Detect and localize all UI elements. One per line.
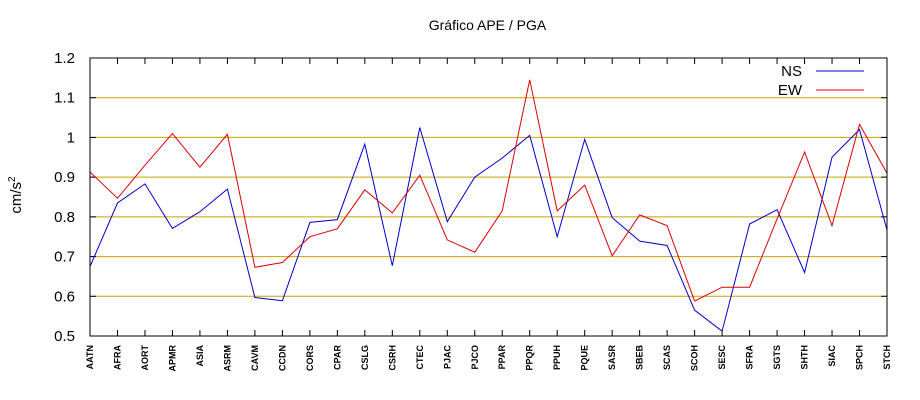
x-tick-label: SGTS — [772, 345, 782, 370]
x-tick-label: SPCH — [855, 345, 865, 370]
x-tick-label: SBEB — [635, 345, 645, 371]
x-tick-label: ASRM — [222, 345, 232, 372]
x-tick-label: AORT — [140, 345, 150, 371]
x-tick-label: CCDN — [277, 345, 287, 371]
series-line-ew — [89, 79, 888, 302]
series-lines — [89, 79, 888, 333]
legend-label: NS — [781, 63, 802, 80]
y-tick-label: 0.8 — [54, 209, 75, 226]
x-tick-label: STCH — [882, 345, 892, 370]
series-line-ns — [89, 127, 888, 333]
y-axis-ticks: 0.5 0.6 0.7 0.8 0.9 1 1.1 1.2 — [54, 50, 887, 345]
x-tick-label: PJCO — [470, 345, 480, 370]
x-tick-label: PJAC — [442, 345, 452, 370]
y-tick-label: 0.9 — [54, 169, 75, 186]
x-tick-label: CTEC — [415, 345, 425, 370]
x-tick-label: CORS — [305, 345, 315, 371]
y-tick-label: 0.6 — [54, 288, 75, 305]
grid-lines — [90, 97, 887, 297]
x-tick-label: CSRH — [387, 345, 397, 371]
x-tick-label: PPAR — [497, 345, 507, 370]
y-tick-label: 1.1 — [54, 90, 75, 107]
y-tick-label: 0.7 — [54, 249, 75, 266]
x-tick-label: CPAR — [332, 345, 342, 370]
x-axis-ticks: AATN AFRA AORT APMR ASIA ASRM CAVM CCDN CORS CPAR… — [85, 58, 892, 372]
x-tick-label: SFRA — [745, 345, 755, 370]
x-tick-label: APMR — [167, 345, 177, 372]
x-tick-label: CSLG — [360, 345, 370, 370]
x-tick-label: SCAS — [662, 345, 672, 370]
x-tick-label: ASIA — [195, 345, 205, 367]
y-tick-label: 1.2 — [54, 50, 75, 67]
plot-frame — [89, 57, 888, 337]
x-tick-label: AATN — [85, 345, 95, 369]
x-tick-label: SCOH — [690, 345, 700, 371]
x-tick-label: AFRA — [112, 345, 122, 370]
y-tick-label: 0.5 — [54, 328, 75, 345]
y-tick-label: 1 — [67, 129, 75, 146]
legend: NS EW — [778, 63, 864, 99]
legend-label: EW — [778, 82, 803, 99]
x-tick-label: SASR — [607, 345, 617, 371]
x-tick-label: CAVM — [250, 345, 260, 371]
chart-title: Gráfico APE / PGA — [428, 17, 547, 33]
x-tick-label: SIAC — [827, 345, 837, 367]
x-tick-label: PPQR — [525, 345, 535, 371]
x-tick-label: PQUE — [580, 345, 590, 371]
x-tick-label: PPUH — [552, 345, 562, 370]
x-tick-label: SHTH — [800, 345, 810, 370]
x-tick-label: SESC — [717, 345, 727, 370]
